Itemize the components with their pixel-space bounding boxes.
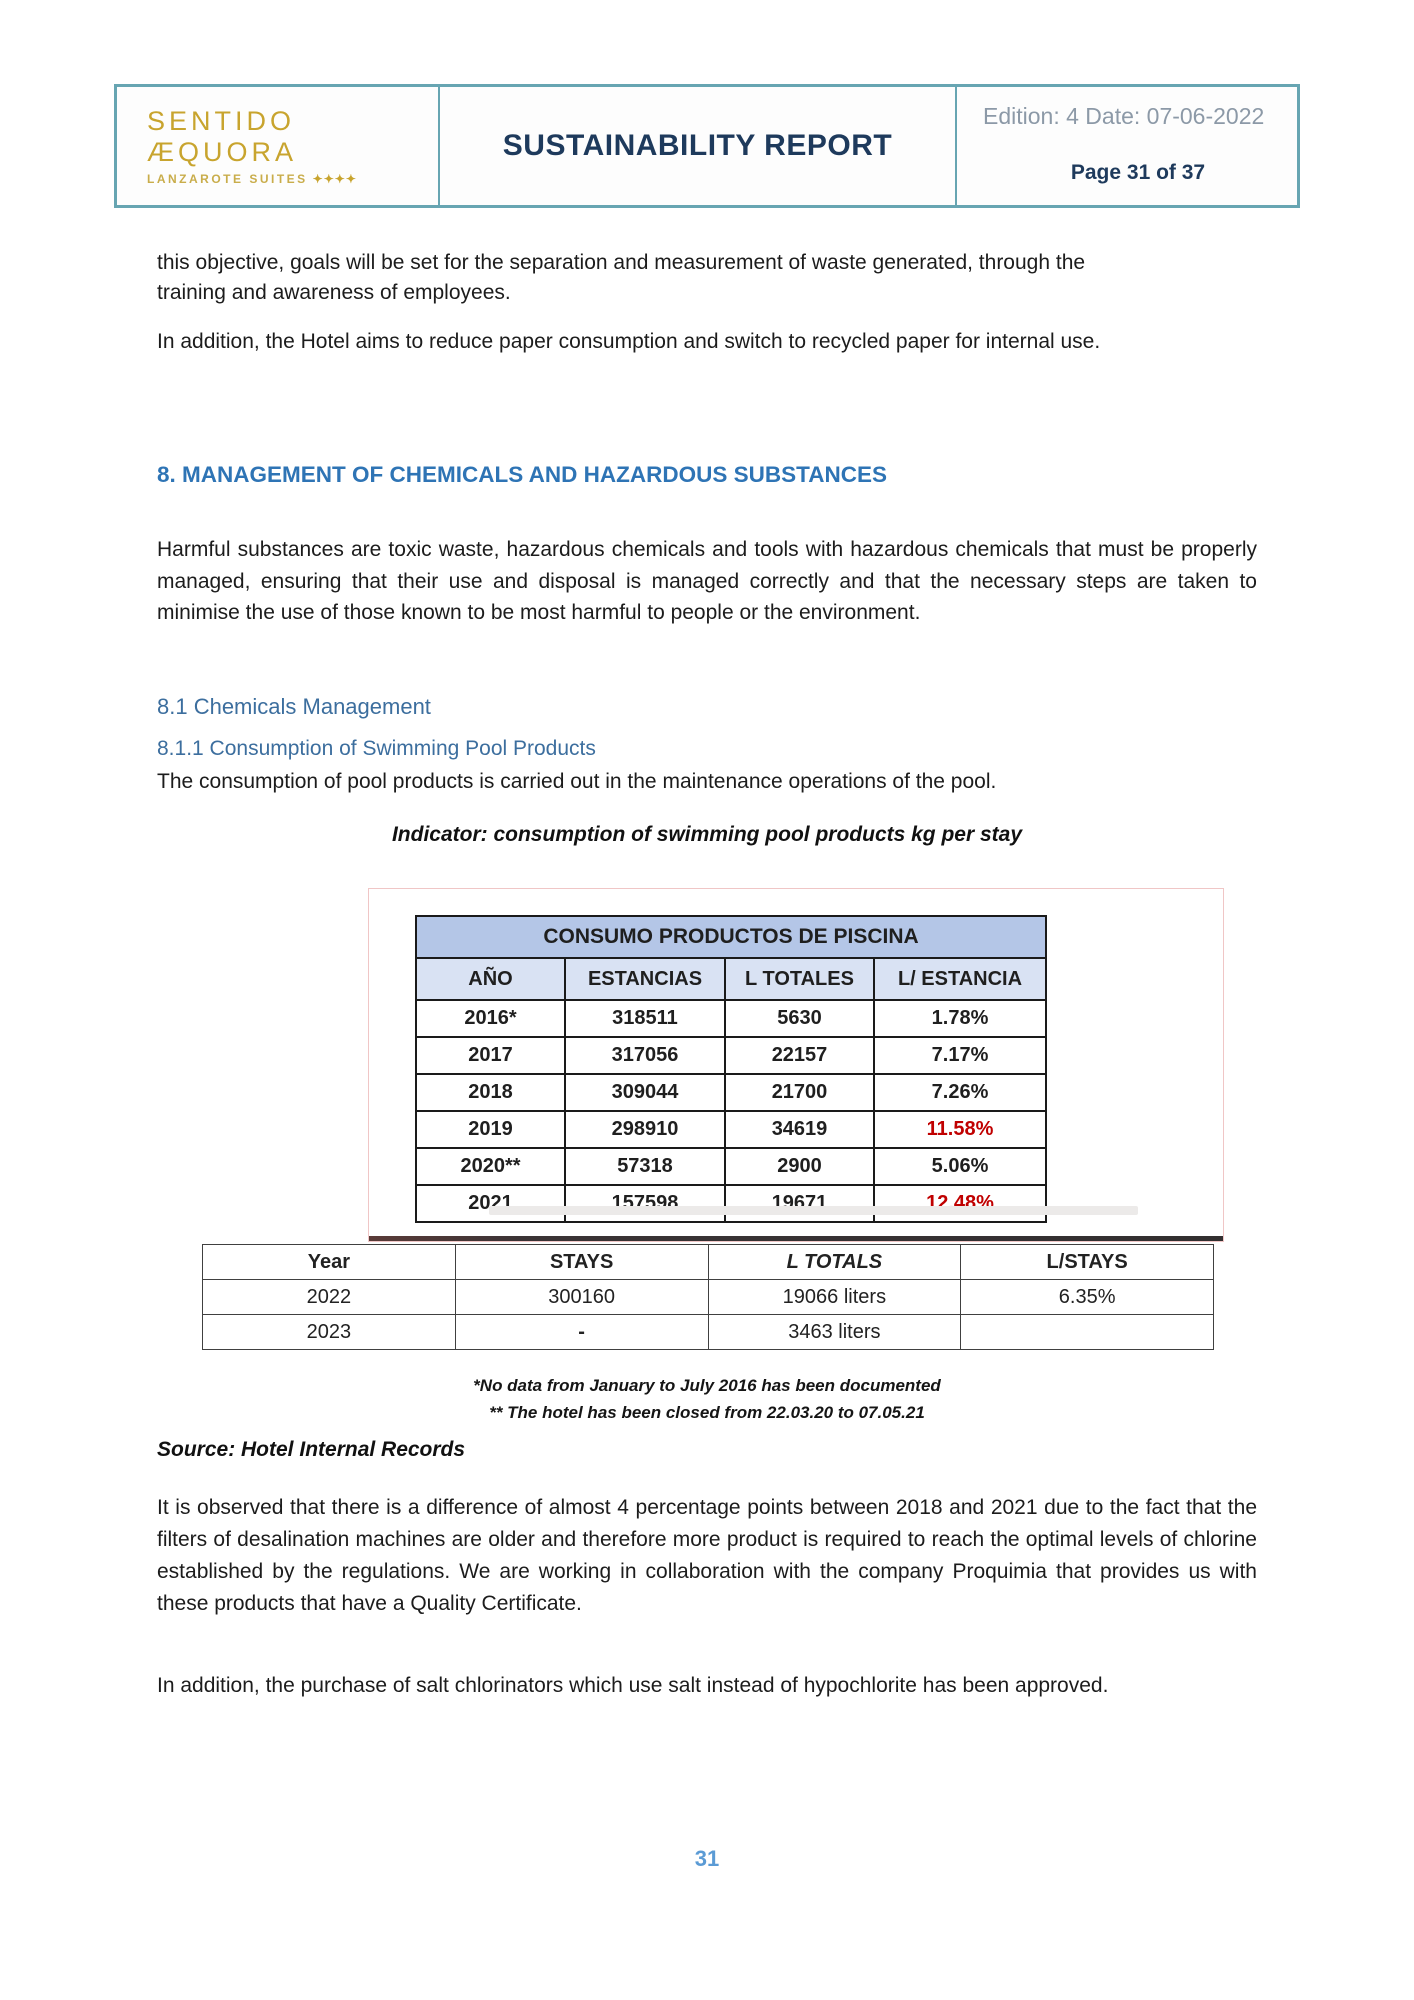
table-row: 2019 298910 34619 11.58% [415, 1110, 1048, 1149]
cell: 2022 [202, 1279, 456, 1315]
cell: 6.35% [960, 1279, 1214, 1315]
col-stays: STAYS [454, 1244, 709, 1280]
cell: 2016* [415, 999, 566, 1038]
section-heading-chemicals: 8. MANAGEMENT OF CHEMICALS AND HAZARDOUS… [157, 462, 888, 487]
table-row: 2017 317056 22157 7.17% [415, 1036, 1048, 1075]
cell: 2017 [415, 1036, 566, 1075]
logo: SENTIDO ÆQUORA LANZAROTE SUITES ✦✦✦✦ [117, 87, 438, 205]
table-footnotes: *No data from January to July 2016 has b… [157, 1372, 1257, 1426]
paragraph-harmful-substances: Harmful substances are toxic waste, haza… [157, 538, 1257, 624]
pool-table-header-row: AÑO ESTANCIAS L TOTALES L/ ESTANCIA [415, 957, 1048, 1001]
subsection-heading-chemicals-management: 8.1 Chemicals Management [157, 694, 431, 719]
cell: 157598 [564, 1184, 726, 1223]
cell-highlight-red: 12.48% [872, 1184, 1048, 1223]
stays-table: Year STAYS L TOTALS L/STAYS 2022 300160 … [202, 1244, 1214, 1350]
cell: - [454, 1314, 709, 1350]
cell: 7.17% [872, 1036, 1048, 1075]
cell: 2021 [415, 1184, 566, 1223]
edition-date: Edition: 4 Date: 07-06-2022 [983, 103, 1265, 129]
col-ltotales: L TOTALES [724, 957, 875, 1001]
table-row: 2016* 318511 5630 1.78% [415, 999, 1048, 1038]
header-edition-cell: Edition: 4 Date: 07-06-2022 Page 31 of 3… [955, 87, 1303, 205]
paragraph-paper-reduction: In addition, the Hotel aims to reduce pa… [157, 330, 1101, 353]
table-row: 2020** 57318 2900 5.06% [415, 1147, 1048, 1186]
col-lestancia: L/ ESTANCIA [872, 957, 1048, 1001]
cell: 2019 [415, 1110, 566, 1149]
cell: 57318 [564, 1147, 726, 1186]
brand-subtitle: LANZAROTE SUITES ✦✦✦✦ [147, 172, 438, 186]
source-line: Source: Hotel Internal Records [157, 1438, 466, 1461]
cell: 19671 [724, 1184, 875, 1223]
col-ltotals: L TOTALS [707, 1244, 962, 1280]
cell: 2900 [724, 1147, 875, 1186]
col-year: Year [202, 1244, 456, 1280]
cell: 7.26% [872, 1073, 1048, 1112]
cell: 1.78% [872, 999, 1048, 1038]
table-row: 2023 - 3463 liters [202, 1314, 1214, 1350]
header: SENTIDO ÆQUORA LANZAROTE SUITES ✦✦✦✦ SUST… [114, 84, 1300, 208]
col-lstays: L/STAYS [960, 1244, 1214, 1280]
cell: 309044 [564, 1073, 726, 1112]
pool-table-title-row: CONSUMO PRODUCTOS DE PISCINA [414, 915, 1048, 959]
subsection-heading-pool-products: 8.1.1 Consumption of Swimming Pool Produ… [157, 737, 596, 760]
footnote-closure: ** The hotel has been closed from 22.03.… [489, 1403, 925, 1423]
paragraph-analysis: It is observed that there is a differenc… [157, 1496, 1257, 1615]
table-row: 2021 157598 19671 12.48% [415, 1184, 1048, 1223]
cell: 5.06% [872, 1147, 1048, 1186]
header-title-cell: SUSTAINABILITY REPORT [438, 87, 955, 205]
table-row: 2022 300160 19066 liters 6.35% [202, 1279, 1214, 1315]
paragraph-pool-maintenance: The consumption of pool products is carr… [157, 770, 997, 793]
cell: 317056 [564, 1036, 726, 1075]
pool-consumption-image: CONSUMO PRODUCTOS DE PISCINA AÑO ESTANCI… [368, 888, 1224, 1242]
cell: 34619 [724, 1110, 875, 1149]
col-ano: AÑO [415, 957, 566, 1001]
brand-subtitle-text: LANZAROTE SUITES [147, 172, 308, 186]
image-bottom-edge [369, 1236, 1223, 1241]
cell: 298910 [564, 1110, 726, 1149]
faded-caption-artifact [488, 1206, 1138, 1215]
stays-table-header-row: Year STAYS L TOTALS L/STAYS [202, 1244, 1214, 1280]
footnote-2016: *No data from January to July 2016 has b… [473, 1376, 941, 1395]
cell: 21700 [724, 1073, 875, 1112]
pool-table-title: CONSUMO PRODUCTOS DE PISCINA [414, 915, 1048, 959]
cell: 3463 liters [707, 1314, 962, 1350]
cell: 19066 liters [707, 1279, 962, 1315]
cell [960, 1314, 1214, 1350]
pool-consumption-table: CONSUMO PRODUCTOS DE PISCINA AÑO ESTANCI… [414, 915, 1048, 1223]
page-number: 31 [694, 1846, 720, 1871]
indicator-caption: Indicator: consumption of swimming pool … [391, 823, 1023, 846]
brand-name: SENTIDO ÆQUORA [147, 106, 298, 167]
cell: 2020** [415, 1147, 566, 1186]
table-row: 2018 309044 21700 7.26% [415, 1073, 1048, 1112]
page-of-label: Page 31 of 37 [1070, 161, 1206, 184]
cell: 22157 [724, 1036, 875, 1075]
cell: 2018 [415, 1073, 566, 1112]
stars-icon: ✦✦✦✦ [312, 172, 357, 186]
cell: 2023 [202, 1314, 456, 1350]
paragraph-salt-chlorinators: In addition, the purchase of salt chlori… [157, 1674, 1109, 1697]
cell: 318511 [564, 999, 726, 1038]
document-title: SUSTAINABILITY REPORT [502, 129, 893, 162]
cell-highlight-red: 11.58% [872, 1110, 1048, 1149]
cell: 5630 [724, 999, 875, 1038]
cell: 300160 [454, 1279, 709, 1315]
col-estancias: ESTANCIAS [564, 957, 726, 1001]
paragraph-waste-objective: this objective, goals will be set for th… [157, 251, 1086, 305]
